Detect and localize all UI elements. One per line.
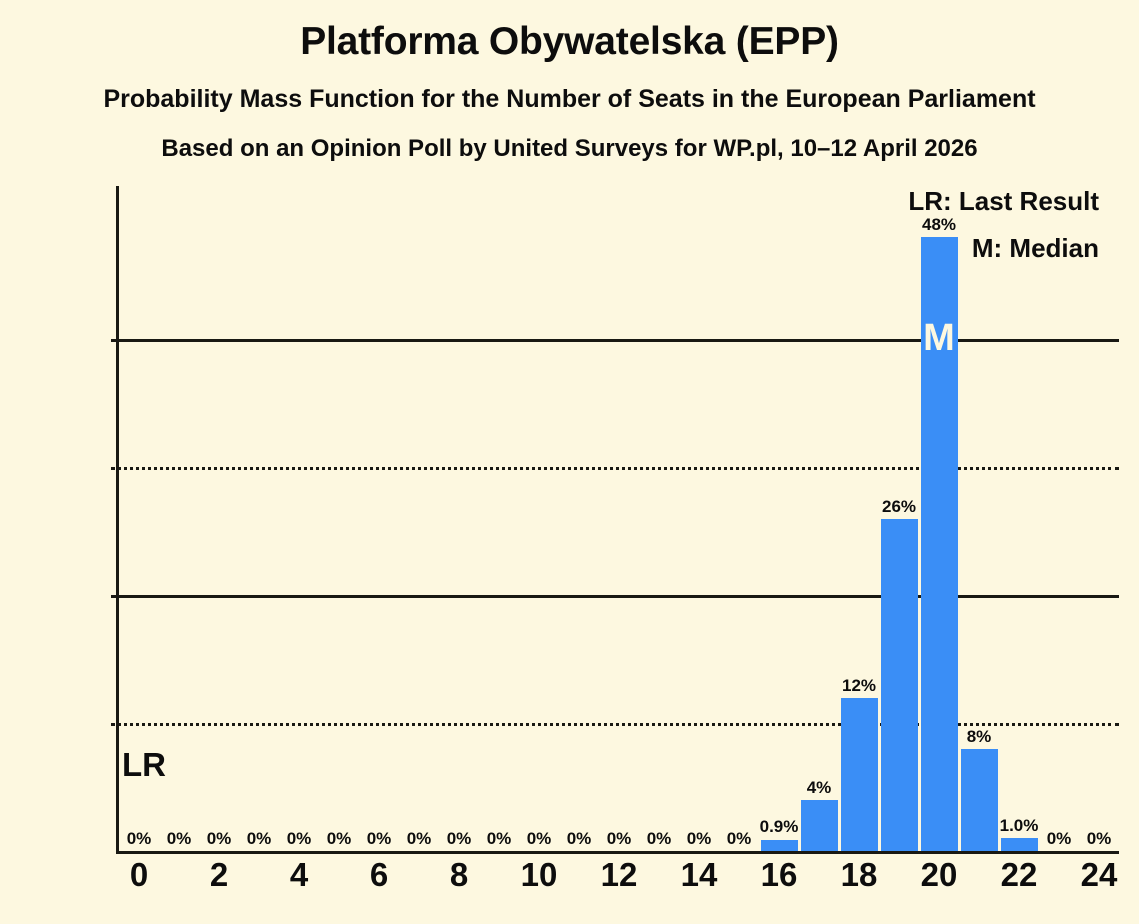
bar-seat-17[interactable] xyxy=(800,799,838,851)
bar-value-label-seat-6: 0% xyxy=(366,829,392,848)
bar-value-label-seat-8: 0% xyxy=(446,829,472,848)
x-axis-tick-label: 24 xyxy=(1080,856,1118,893)
median-marker: M xyxy=(923,317,955,360)
x-axis-tick-label: 10 xyxy=(520,856,558,893)
bar-value-label-seat-9: 0% xyxy=(486,829,512,848)
x-axis-tick-label: 18 xyxy=(840,856,878,893)
bar-value-label-seat-16: 0.9% xyxy=(759,817,799,837)
x-axis-tick-label: 0 xyxy=(129,856,149,893)
bar-value-label-seat-11: 0% xyxy=(566,829,592,848)
chart-subtitle: Probability Mass Function for the Number… xyxy=(103,85,1036,113)
bar-value-label-seat-3: 0% xyxy=(246,829,272,848)
gridline-dotted-30 xyxy=(111,467,1119,471)
x-axis-tick-label: 8 xyxy=(449,856,469,893)
bar-value-label-seat-10: 0% xyxy=(526,829,552,848)
bar-value-label-seat-7: 0% xyxy=(406,829,432,848)
last-result-marker: LR xyxy=(122,746,166,783)
bar-value-label-seat-23: 0% xyxy=(1046,829,1072,848)
bar-seat-20[interactable] xyxy=(920,237,958,851)
x-axis-tick-label: 20 xyxy=(920,856,958,893)
x-axis-tick-label: 22 xyxy=(1000,856,1038,893)
bar-value-label-seat-5: 0% xyxy=(326,829,352,848)
x-axis-tick-label: 2 xyxy=(209,856,229,893)
gridline-solid-20 xyxy=(111,595,1119,599)
bar-value-label-seat-14: 0% xyxy=(686,829,712,848)
x-axis-tick-label: 4 xyxy=(289,856,309,893)
gridline-dotted-10 xyxy=(111,723,1119,727)
bar-value-label-seat-22: 1.0% xyxy=(999,816,1039,836)
bar-value-label-seat-15: 0% xyxy=(726,829,752,848)
legend-median: M: Median xyxy=(971,233,1099,263)
legend-last-result: LR: Last Result xyxy=(908,186,1099,216)
x-axis-tick-label: 14 xyxy=(680,856,718,893)
plot-area: 2 0% 4 0% 0% 0% 0% 0% 0% 0% 0% 0% 0% 0% 0% 0% 0% 0% 0% 0% 0… xyxy=(111,186,1119,891)
y-axis-line xyxy=(116,186,119,851)
bar-value-label-seat-20: 48% xyxy=(921,215,957,235)
bar-value-label-seat-0: 0% xyxy=(126,829,152,848)
bar-value-label-seat-2: 0% xyxy=(206,829,232,848)
gridline-solid-40 xyxy=(111,339,1119,343)
bar-seat-21[interactable] xyxy=(960,748,998,851)
x-axis-line xyxy=(116,851,1119,854)
bar-value-label-seat-18: 12% xyxy=(841,675,877,695)
x-axis-tick-label: 16 xyxy=(760,856,798,893)
bar-seat-16[interactable] xyxy=(760,839,798,851)
bar-value-label-seat-12: 0% xyxy=(606,829,632,848)
bar-value-label-seat-17: 4% xyxy=(806,777,832,797)
x-axis-tick-label: 6 xyxy=(369,856,389,893)
page-title: Platforma Obywatelska (EPP) xyxy=(300,20,839,63)
bar-value-label-seat-1: 0% xyxy=(166,829,192,848)
bar-value-label-seat-21: 8% xyxy=(966,726,992,746)
bar-value-label-seat-4: 0% xyxy=(286,829,312,848)
bar-value-label-seat-24: 0% xyxy=(1086,829,1112,848)
chart-source-line: Based on an Opinion Poll by United Surve… xyxy=(161,135,978,162)
bar-seat-22[interactable] xyxy=(1000,838,1038,851)
x-axis-tick-label: 12 xyxy=(600,856,638,893)
bar-seat-18[interactable] xyxy=(840,697,878,851)
bar-seat-19[interactable] xyxy=(880,518,918,851)
bar-value-label-seat-13: 0% xyxy=(646,829,672,848)
bar-value-label-seat-19: 26% xyxy=(881,496,917,516)
